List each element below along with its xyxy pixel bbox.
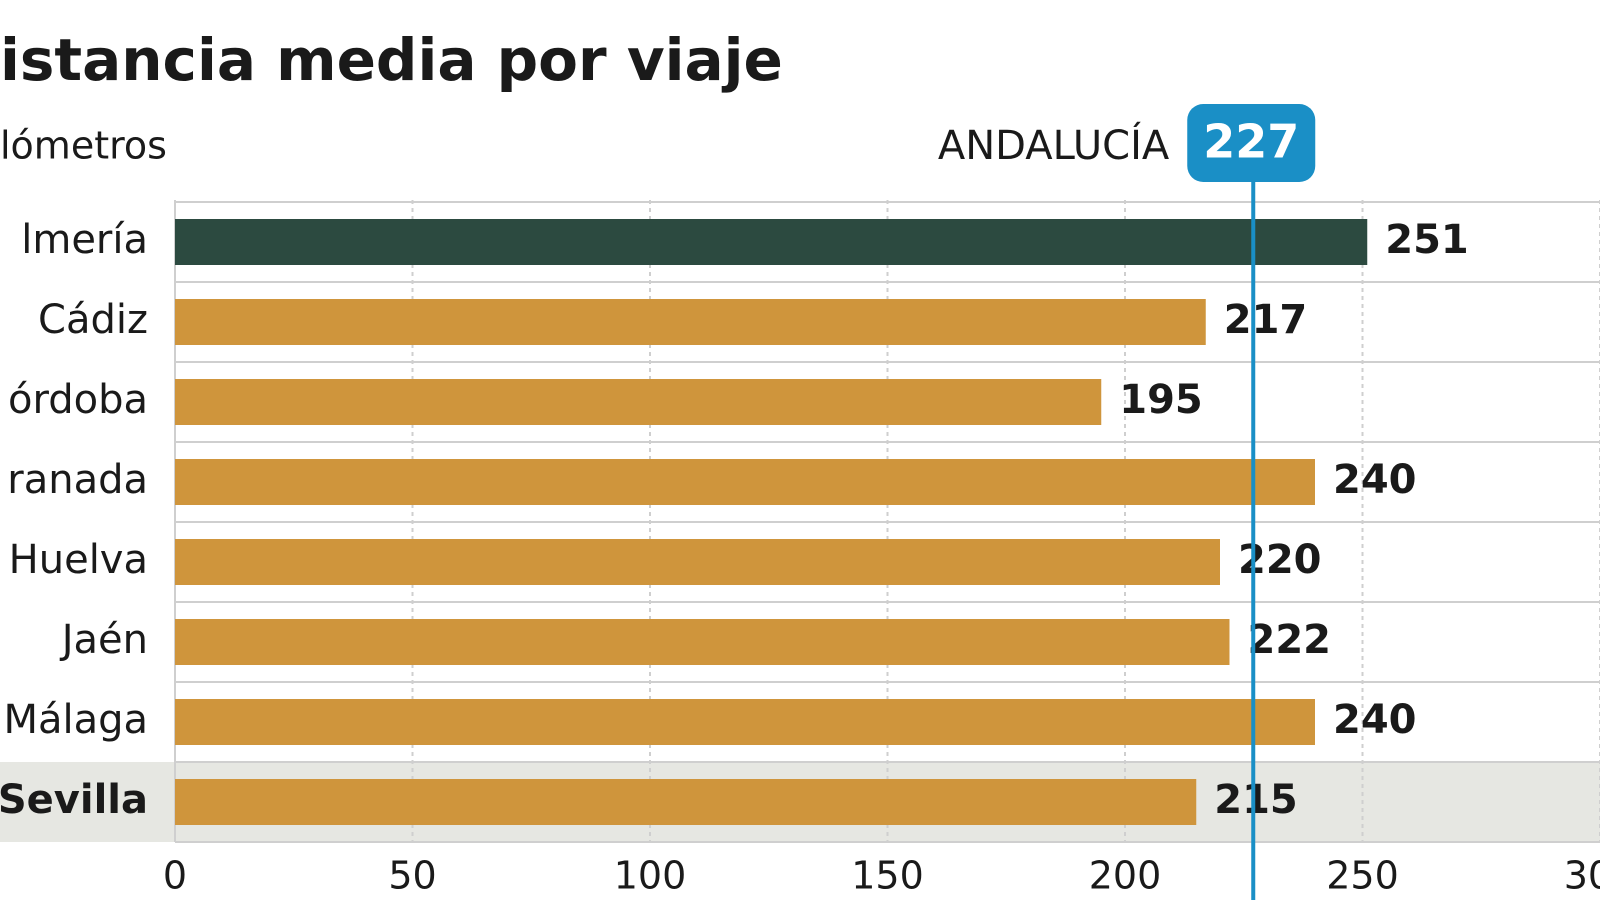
value-label: 251 (1385, 217, 1469, 263)
chart-subtitle: lómetros (0, 124, 167, 168)
x-tick-label: 300 (1564, 854, 1600, 898)
bar (175, 219, 1368, 265)
x-tick-label: 0 (163, 854, 187, 898)
x-tick-label: 100 (614, 854, 687, 898)
chart-title: istancia media por viaje (0, 26, 783, 94)
reference-label: ANDALUCÍA (938, 121, 1170, 169)
bar (175, 699, 1315, 745)
category-label: lmería (21, 217, 148, 263)
x-tick-label: 50 (388, 854, 436, 898)
x-tick-label: 250 (1326, 854, 1399, 898)
reference-badge (1187, 104, 1316, 182)
category-label: ranada (7, 457, 148, 503)
category-label: Sevilla (0, 777, 148, 823)
category-label: Cádiz (38, 297, 148, 343)
value-label: 222 (1248, 617, 1332, 663)
value-label: 195 (1119, 377, 1203, 423)
category-label: Málaga (3, 697, 148, 743)
value-label: 215 (1214, 777, 1298, 823)
x-tick-label: 200 (1089, 854, 1162, 898)
bar (175, 779, 1197, 825)
value-label: 220 (1238, 537, 1322, 583)
bar (175, 459, 1315, 505)
value-label: 240 (1333, 457, 1417, 503)
category-label: órdoba (8, 377, 148, 423)
bar (175, 539, 1220, 585)
category-label: Jaén (59, 617, 148, 663)
value-label: 217 (1224, 297, 1308, 343)
reference-value: 227 (1203, 115, 1299, 169)
category-label: Huelva (9, 537, 148, 583)
bar (175, 379, 1102, 425)
bar (175, 299, 1206, 345)
bar (175, 619, 1230, 665)
x-tick-label: 150 (851, 854, 924, 898)
value-label: 240 (1333, 697, 1417, 743)
